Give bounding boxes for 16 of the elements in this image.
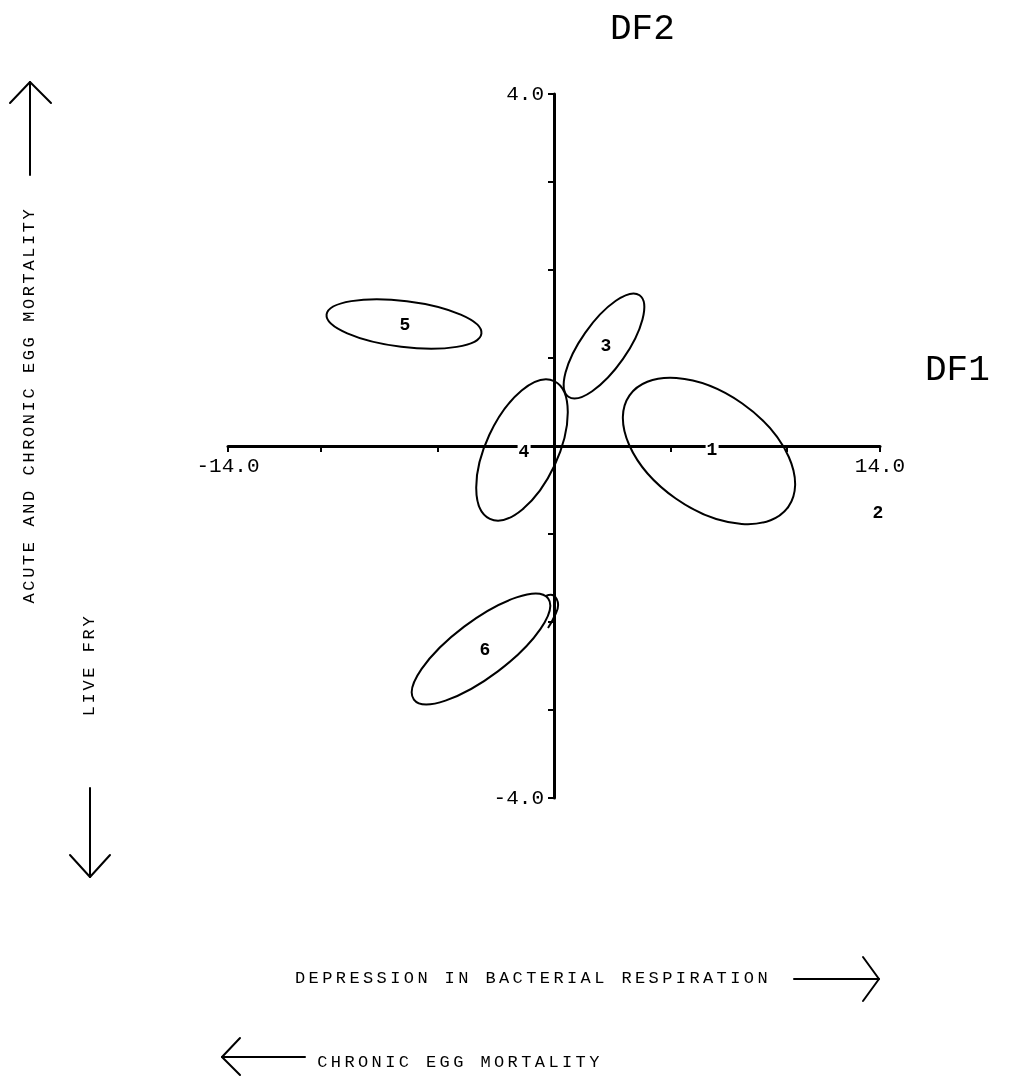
x-tick-label: 14.0 — [854, 455, 906, 478]
annotation: 4 — [517, 442, 531, 462]
text: DEPRESSION IN BACTERIAL RESPIRATION — [294, 969, 772, 989]
annotation: 2 — [871, 503, 885, 523]
y-tick-label: 4.0 — [506, 82, 544, 106]
text: CHRONIC EGG MORTALITY — [317, 1053, 603, 1073]
annotation: 3 — [599, 336, 613, 356]
text: ACUTE AND CHRONIC EGG MORTALITY — [20, 206, 40, 604]
x-axis-title: DF1 — [925, 349, 990, 391]
y-tick-label: -4.0 — [493, 786, 544, 810]
annotation: 1 — [705, 440, 719, 460]
annotation: 6 — [478, 640, 492, 660]
y-axis-title: DF2 — [610, 8, 675, 50]
x-tick-label: -14.0 — [196, 455, 260, 478]
annotation: 5 — [398, 315, 412, 335]
text: LIVE FRY — [80, 613, 100, 717]
